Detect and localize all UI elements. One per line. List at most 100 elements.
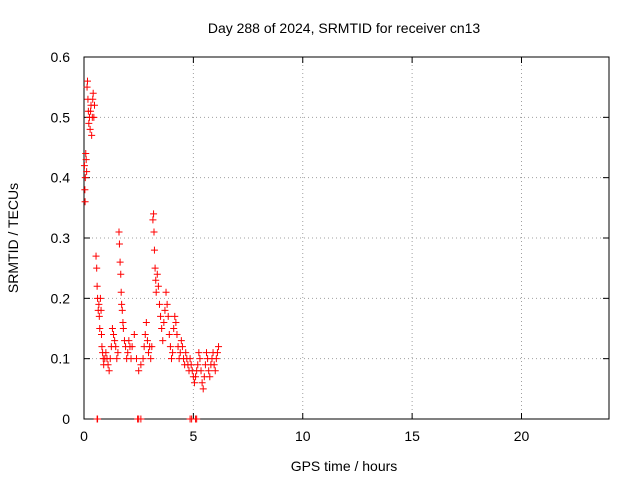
data-point (82, 156, 90, 164)
x-tick-label: 5 (189, 428, 197, 444)
data-point (97, 306, 105, 314)
data-point (93, 264, 101, 272)
data-point (158, 325, 166, 332)
data-point (213, 349, 221, 357)
data-point (195, 349, 203, 357)
data-point (162, 288, 170, 296)
data-point (186, 355, 194, 363)
data-point (98, 343, 106, 351)
chart-title: Day 288 of 2024, SRMTID for receiver cn1… (208, 20, 481, 36)
data-point (86, 125, 94, 133)
data-point (91, 101, 98, 109)
x-tick-label: 20 (514, 428, 530, 444)
data-point (203, 349, 210, 357)
data-point (128, 343, 136, 351)
data-point (81, 198, 89, 206)
x-tick-label: 10 (295, 428, 311, 444)
x-tick-label: 15 (404, 428, 420, 444)
data-point (171, 312, 179, 320)
data-point (118, 300, 126, 308)
data-point (159, 337, 167, 345)
y-tick-label: 0.5 (51, 109, 71, 125)
data-point (137, 415, 145, 423)
data-point (177, 337, 185, 345)
data-point (111, 337, 119, 345)
data-point (182, 349, 190, 357)
data-point (125, 337, 133, 345)
data-point (117, 288, 125, 296)
data-point (115, 228, 123, 236)
data-point (196, 355, 204, 363)
data-point (124, 349, 132, 357)
data-point (153, 270, 161, 278)
data-points (80, 77, 223, 423)
data-point (193, 415, 201, 423)
data-point (192, 373, 200, 381)
data-point (84, 77, 91, 85)
data-point (142, 318, 150, 326)
data-point (116, 258, 124, 266)
data-point (163, 300, 171, 308)
data-point (137, 361, 145, 369)
data-point (149, 216, 157, 224)
data-point (198, 379, 206, 387)
data-point (89, 89, 97, 97)
data-point (148, 343, 156, 351)
data-point (164, 312, 172, 320)
grid (84, 57, 609, 419)
data-point (155, 300, 163, 308)
data-point (168, 355, 175, 363)
y-tick-label: 0.6 (51, 49, 71, 65)
data-point (96, 325, 104, 332)
data-point (166, 343, 174, 351)
data-point (210, 361, 218, 369)
data-point (112, 343, 120, 351)
data-point (145, 349, 153, 357)
data-point (118, 306, 126, 314)
data-point (152, 288, 160, 296)
data-point (117, 270, 125, 278)
y-tick-label: 0.2 (51, 290, 71, 306)
data-point (90, 113, 98, 121)
data-point (194, 361, 202, 369)
data-point (93, 282, 101, 290)
data-point (83, 168, 91, 176)
y-tick-label: 0 (62, 411, 70, 427)
data-point (108, 325, 116, 332)
data-point (113, 355, 121, 363)
data-point (154, 282, 162, 290)
data-point (143, 337, 151, 345)
y-tick-label: 0.3 (51, 230, 71, 246)
data-point (199, 385, 207, 393)
data-point (190, 379, 198, 387)
data-point (212, 355, 220, 363)
data-point (150, 246, 158, 254)
data-point (173, 331, 181, 339)
data-point (152, 276, 160, 284)
data-point (104, 361, 112, 369)
data-point (147, 355, 155, 363)
data-point (85, 119, 93, 127)
data-point (211, 367, 219, 375)
y-tick-label: 0.4 (51, 170, 71, 186)
data-point (150, 210, 158, 218)
data-point (83, 83, 91, 91)
data-point (106, 355, 114, 363)
data-point (215, 343, 223, 351)
data-point (150, 228, 158, 236)
data-point (141, 331, 149, 339)
data-point (157, 312, 165, 320)
data-point (82, 150, 90, 158)
data-point (119, 325, 127, 332)
data-point (88, 131, 96, 139)
data-point (197, 367, 205, 375)
data-point (165, 331, 173, 339)
data-point (130, 331, 138, 339)
data-point (206, 373, 214, 381)
data-point (172, 318, 180, 326)
y-axis-title: SRMTID / TECUs (5, 183, 21, 293)
plot-frame (83, 56, 610, 420)
data-point (81, 174, 89, 182)
data-point (95, 300, 103, 308)
